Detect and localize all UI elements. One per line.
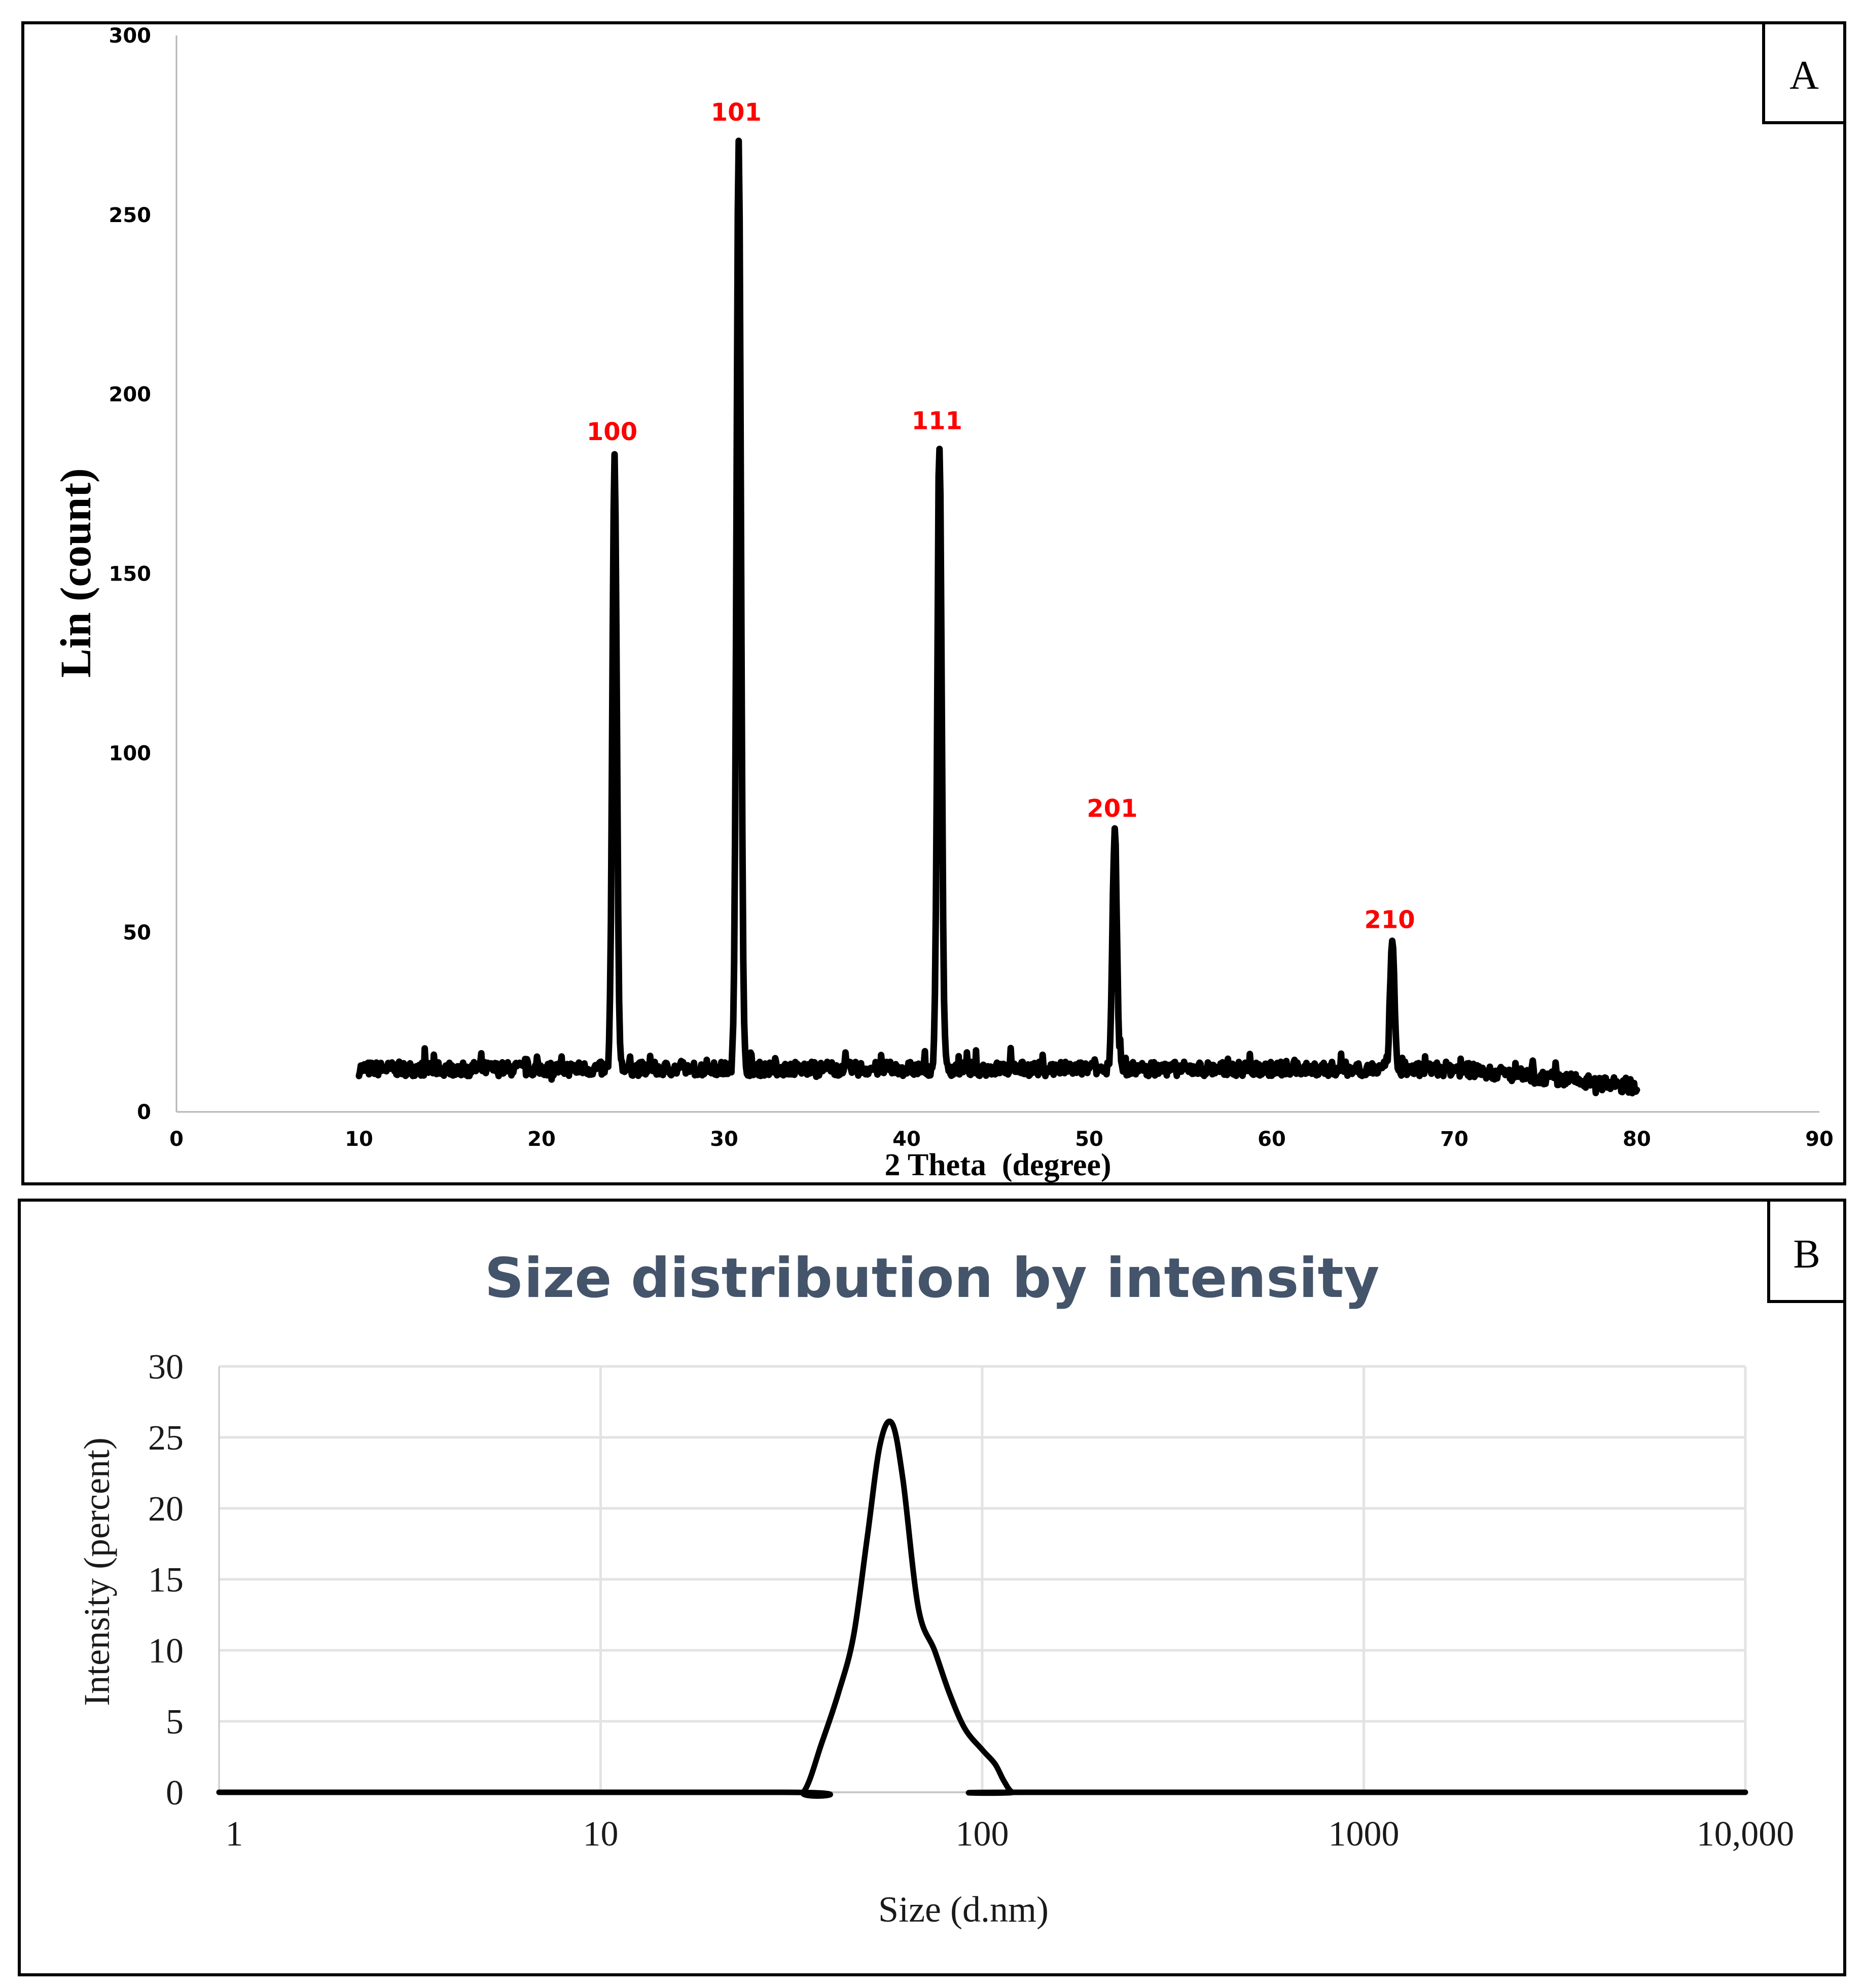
size-x-tick-label: 1: [226, 1815, 243, 1854]
xrd-x-tick-label: 0: [169, 1128, 184, 1151]
xrd-x-tick-label: 80: [1623, 1128, 1651, 1151]
xrd-peak-label-210: 210: [1364, 906, 1415, 934]
xrd-peak-label-111: 111: [912, 407, 962, 436]
xrd-y-tick-label: 0: [137, 1101, 151, 1124]
xrd-y-tick-label: 100: [109, 742, 152, 765]
xrd-y-tick-label: 300: [109, 24, 152, 48]
xrd-x-tick-label: 20: [527, 1128, 556, 1151]
xrd-y-tick-label: 50: [123, 921, 151, 945]
xrd-x-tick-label: 90: [1805, 1128, 1834, 1151]
size-x-tick-label: 100: [956, 1815, 1009, 1854]
size-y-tick-label: 30: [148, 1348, 184, 1387]
size-y-tick-label: 0: [166, 1774, 184, 1813]
xrd-x-tick-label: 60: [1258, 1128, 1286, 1151]
size-y-tick-label: 15: [148, 1561, 184, 1600]
xrd-x-tick-label: 50: [1075, 1128, 1103, 1151]
xrd-x-tick-label: 70: [1440, 1128, 1468, 1151]
xrd-trace: [355, 137, 1640, 1097]
xrd-peak-label-100: 100: [587, 418, 637, 446]
panel-a-letter: A: [1789, 53, 1819, 98]
xrd-x-axis-label: 2 Theta (degree): [884, 1148, 1111, 1182]
panel-b-size-distribution-chart: B Size distribution by intensity 0 5 10 15 2…: [18, 1199, 1846, 1976]
size-y-tick-label: 25: [148, 1419, 184, 1458]
xrd-peak-label-201: 201: [1087, 794, 1137, 823]
xrd-x-tick-label: 10: [345, 1128, 373, 1151]
panel-b-letter-box: [1767, 1199, 1846, 1303]
xrd-y-tick-label: 150: [109, 563, 152, 586]
size-distribution-curve: [216, 1418, 1748, 1799]
xrd-y-axis-label: Lin (count): [51, 468, 100, 677]
size-x-axis-label: Size (d.nm): [878, 1889, 1049, 1930]
size-y-axis-label: Intensity (percent): [77, 1437, 117, 1706]
panel-a-xrd-chart: A 0 50 100 150 200 250 300 0 10 20 30 40 50 60 70 80 90…: [21, 21, 1846, 1185]
xrd-peak-label-101: 101: [711, 98, 762, 127]
xrd-y-tick-label: 200: [109, 383, 152, 407]
size-chart-title: Size distribution by intensity: [485, 1247, 1380, 1310]
size-y-tick-label: 5: [166, 1703, 184, 1742]
xrd-x-tick-label: 30: [710, 1128, 738, 1151]
size-x-tick-label: 10: [583, 1815, 619, 1854]
panel-b-letter: B: [1793, 1232, 1820, 1277]
panel-a-letter-box: [1762, 21, 1846, 124]
size-x-tick-label: 1000: [1329, 1815, 1400, 1854]
size-x-tick-label: 10,000: [1697, 1815, 1795, 1854]
xrd-y-tick-label: 250: [109, 204, 152, 227]
xrd-x-tick-label: 40: [892, 1128, 921, 1151]
size-y-tick-label: 10: [148, 1632, 184, 1671]
size-y-tick-label: 20: [148, 1490, 184, 1529]
panel-b-border: [18, 1199, 1846, 1976]
